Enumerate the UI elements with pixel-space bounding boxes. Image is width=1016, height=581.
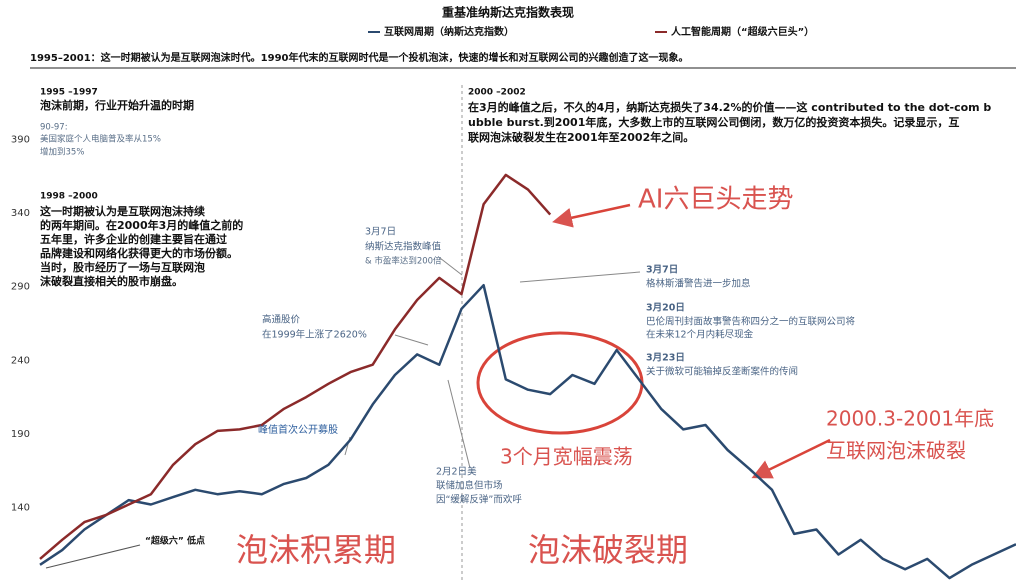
annotation: 泡沫前期，行业开始升温的时期	[40, 98, 194, 112]
annotation: & 市盈率达到200倍	[365, 256, 442, 267]
annotation: 品牌建设和网络化获得更大的市场份额。	[40, 246, 238, 260]
annotation: 在1999年上涨了2620%	[262, 329, 367, 341]
annotation: 巴伦周刊封面故事警告称四分之一的互联网公司将	[646, 316, 856, 328]
chart-title: 重基准纳斯达克指数表现	[442, 5, 574, 20]
pointer	[439, 257, 463, 276]
pointer	[45, 544, 141, 569]
pointer	[394, 334, 429, 346]
legend-label: 人工智能周期（“超级六巨头”）	[671, 25, 814, 38]
annotation: 3个月宽幅震荡	[500, 445, 633, 469]
y-tick-label: 240	[11, 355, 30, 366]
annotation: 3月20日	[646, 303, 685, 314]
annotation: 五年里，许多企业的创建主要旨在通过	[40, 232, 227, 246]
annotation: 在未来12个月内耗尽现金	[646, 329, 754, 341]
annotation: 美国家庭个人电脑普及率从15%	[40, 134, 161, 145]
annotation: 2000 –2002	[468, 88, 526, 98]
annotation: ubble burst.到2001年底，大多数上市的互联网公司倒闭，数万亿的投资…	[468, 115, 959, 129]
annotation: 互联网泡沫破裂	[826, 439, 966, 463]
annotation: 联网泡沫破裂发生在2001年至2002年之间。	[468, 130, 694, 144]
annotation: 1998 –2000	[40, 192, 98, 202]
annotation: 沫破裂直接相关的股市崩盘。	[40, 274, 183, 288]
highlight-ellipse	[476, 331, 644, 435]
y-tick-label: 190	[11, 429, 30, 440]
legend-label: 互联网周期（纳斯达克指数）	[384, 25, 514, 38]
y-tick-label: 340	[11, 208, 30, 219]
arrow	[552, 203, 631, 228]
pointer	[519, 271, 641, 283]
annotation: 1995 –1997	[40, 88, 98, 98]
annotation: 3月7日	[646, 265, 678, 276]
y-tick-label: 390	[11, 135, 30, 146]
annotation: 泡沫破裂期	[528, 531, 688, 569]
annotation: AI六巨头走势	[638, 185, 793, 215]
y-tick-label: 140	[11, 502, 30, 513]
annotation: 格林斯潘警告进一步加息	[646, 278, 751, 290]
annotation: 2000.3-2001年底	[826, 407, 994, 431]
arrow	[751, 438, 831, 479]
annotation: 在3月的峰值之后，不久的4月，纳斯达克损失了34.2%的价值——这 contri…	[468, 100, 991, 114]
annotation: 这一时期被认为是互联网泡沫持续	[40, 204, 205, 218]
annotation: 1995–2001：这一时期被认为是互联网泡沫时代。1990年代末的互联网时代是…	[30, 51, 689, 64]
annotation: 泡沫积累期	[236, 531, 396, 569]
series-line	[39, 173, 552, 560]
annotation: 增加到35%	[40, 147, 84, 158]
annotation: 3月23日	[646, 353, 685, 364]
annotation: 高通股价	[262, 314, 301, 326]
annotation: 联储加息但市场	[436, 480, 503, 492]
series-line	[39, 283, 1016, 580]
y-tick-label: 290	[11, 282, 30, 293]
annotation: 2月2日美	[436, 466, 477, 478]
annotation: 峰值首次公开募股	[258, 423, 338, 436]
annotation: 的两年期间。在2000年3月的峰值之前的	[40, 218, 243, 232]
pointer	[447, 379, 471, 469]
annotation: 90-97:	[40, 123, 68, 133]
annotation: 因“缓解反弹”而欢呼	[436, 494, 522, 506]
annotation: 当时，股市经历了一场与互联网泡	[40, 260, 205, 274]
annotation: 3月7日	[365, 227, 396, 238]
annotation: “超级六” 低点	[145, 535, 205, 547]
annotation: 关于微软可能输掉反垄断案件的传闻	[646, 366, 798, 378]
annotation: 纳斯达克指数峰值	[365, 241, 442, 253]
